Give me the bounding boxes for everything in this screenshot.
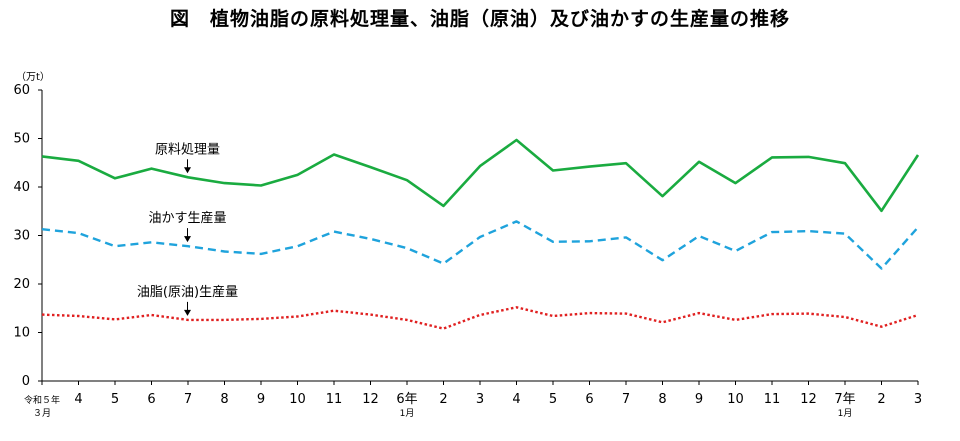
- x-tick-label: 5: [111, 392, 119, 407]
- x-tick-label: 12: [362, 392, 379, 407]
- x-tick-label: 8: [220, 392, 228, 407]
- y-tick-label: 30: [13, 229, 30, 244]
- y-tick-label: 0: [22, 374, 30, 389]
- x-tick-label: 8: [658, 392, 666, 407]
- x-tick-label: 4: [512, 392, 520, 407]
- x-tick-label: 3: [914, 392, 922, 407]
- y-tick-label: 40: [13, 180, 30, 195]
- x-tick-sublabel: ３月: [33, 408, 51, 419]
- x-tick-label: 10: [289, 392, 306, 407]
- x-tick-label: 4: [74, 392, 82, 407]
- x-tick-label: 11: [764, 392, 781, 407]
- series-line-2: [41, 306, 919, 330]
- x-tick-label: 5: [549, 392, 557, 407]
- x-tick-label: 2: [877, 392, 885, 407]
- series-annotation-label: 原料処理量: [155, 142, 220, 157]
- x-tick-label: 10: [727, 392, 744, 407]
- annotation-arrow-head: [184, 309, 191, 316]
- series-lines: [41, 138, 920, 330]
- x-tick-label: 9: [695, 392, 703, 407]
- series-annotation-label: 油かす生産量: [148, 210, 226, 226]
- y-tick-label: 60: [13, 83, 30, 98]
- x-tick-label: 12: [800, 392, 817, 407]
- annotation-arrow-head: [184, 167, 191, 174]
- x-tick-label: 6年: [396, 392, 417, 407]
- series-annotation-label: 油脂(原油)生産量: [137, 284, 238, 300]
- x-tick-label: 6: [585, 392, 593, 407]
- y-tick-label: 20: [13, 277, 30, 292]
- y-axis-ticks: 0 10 20 30 40 50 60: [13, 83, 42, 389]
- x-tick-label: 2: [439, 392, 447, 407]
- y-axis-unit-label: （万t）: [16, 71, 50, 83]
- x-tick-label: 3: [476, 392, 484, 407]
- x-tick-label: 7: [184, 392, 192, 407]
- x-tick-label: 令和５年: [24, 394, 60, 406]
- y-tick-label: 50: [13, 132, 30, 147]
- x-tick-label: 7年: [834, 392, 855, 407]
- x-tick-label: 6: [147, 392, 155, 407]
- series-line-1: [41, 220, 919, 270]
- axes: [41, 90, 918, 382]
- x-tick-label: 7: [622, 392, 630, 407]
- x-tick-label: 9: [257, 392, 265, 407]
- annotation-arrow-head: [184, 236, 191, 243]
- y-tick-label: 10: [13, 326, 30, 341]
- x-tick-label: 11: [326, 392, 343, 407]
- x-tick-sublabel: 1月: [838, 408, 853, 419]
- chart-title: 図 植物油脂の原料処理量、油脂（原油）及び油かすの生産量の推移: [169, 8, 790, 30]
- x-tick-sublabel: 1月: [400, 408, 415, 419]
- series-line-0: [41, 138, 920, 213]
